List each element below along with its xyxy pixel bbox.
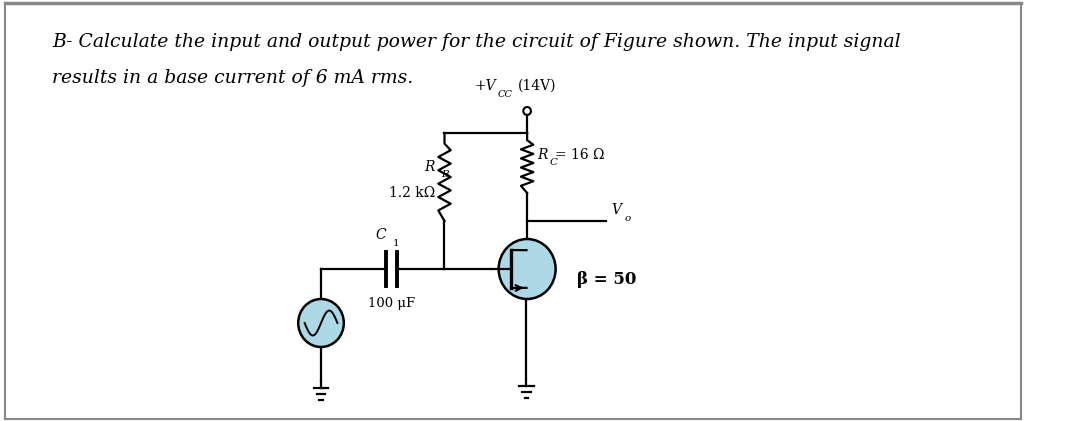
Text: (14V): (14V)	[517, 79, 556, 93]
Text: +V: +V	[475, 79, 497, 93]
Circle shape	[499, 239, 555, 299]
Text: = 16 Ω: = 16 Ω	[555, 148, 604, 162]
Text: B: B	[441, 170, 448, 179]
Text: C: C	[550, 157, 558, 166]
Text: 1: 1	[393, 239, 400, 248]
Text: C: C	[375, 228, 386, 242]
Text: results in a base current of 6 mA rms.: results in a base current of 6 mA rms.	[52, 69, 414, 87]
Text: 1.2 kΩ: 1.2 kΩ	[389, 186, 435, 200]
Text: B- Calculate the input and output power for the circuit of Figure shown. The inp: B- Calculate the input and output power …	[52, 33, 901, 51]
Text: R: R	[538, 148, 548, 162]
Circle shape	[298, 299, 343, 347]
Text: V: V	[611, 203, 622, 217]
Text: 100 μF: 100 μF	[368, 297, 415, 310]
Text: CC: CC	[498, 90, 513, 99]
Text: R: R	[424, 160, 435, 174]
Text: o: o	[625, 214, 631, 223]
Text: β = 50: β = 50	[577, 271, 636, 288]
